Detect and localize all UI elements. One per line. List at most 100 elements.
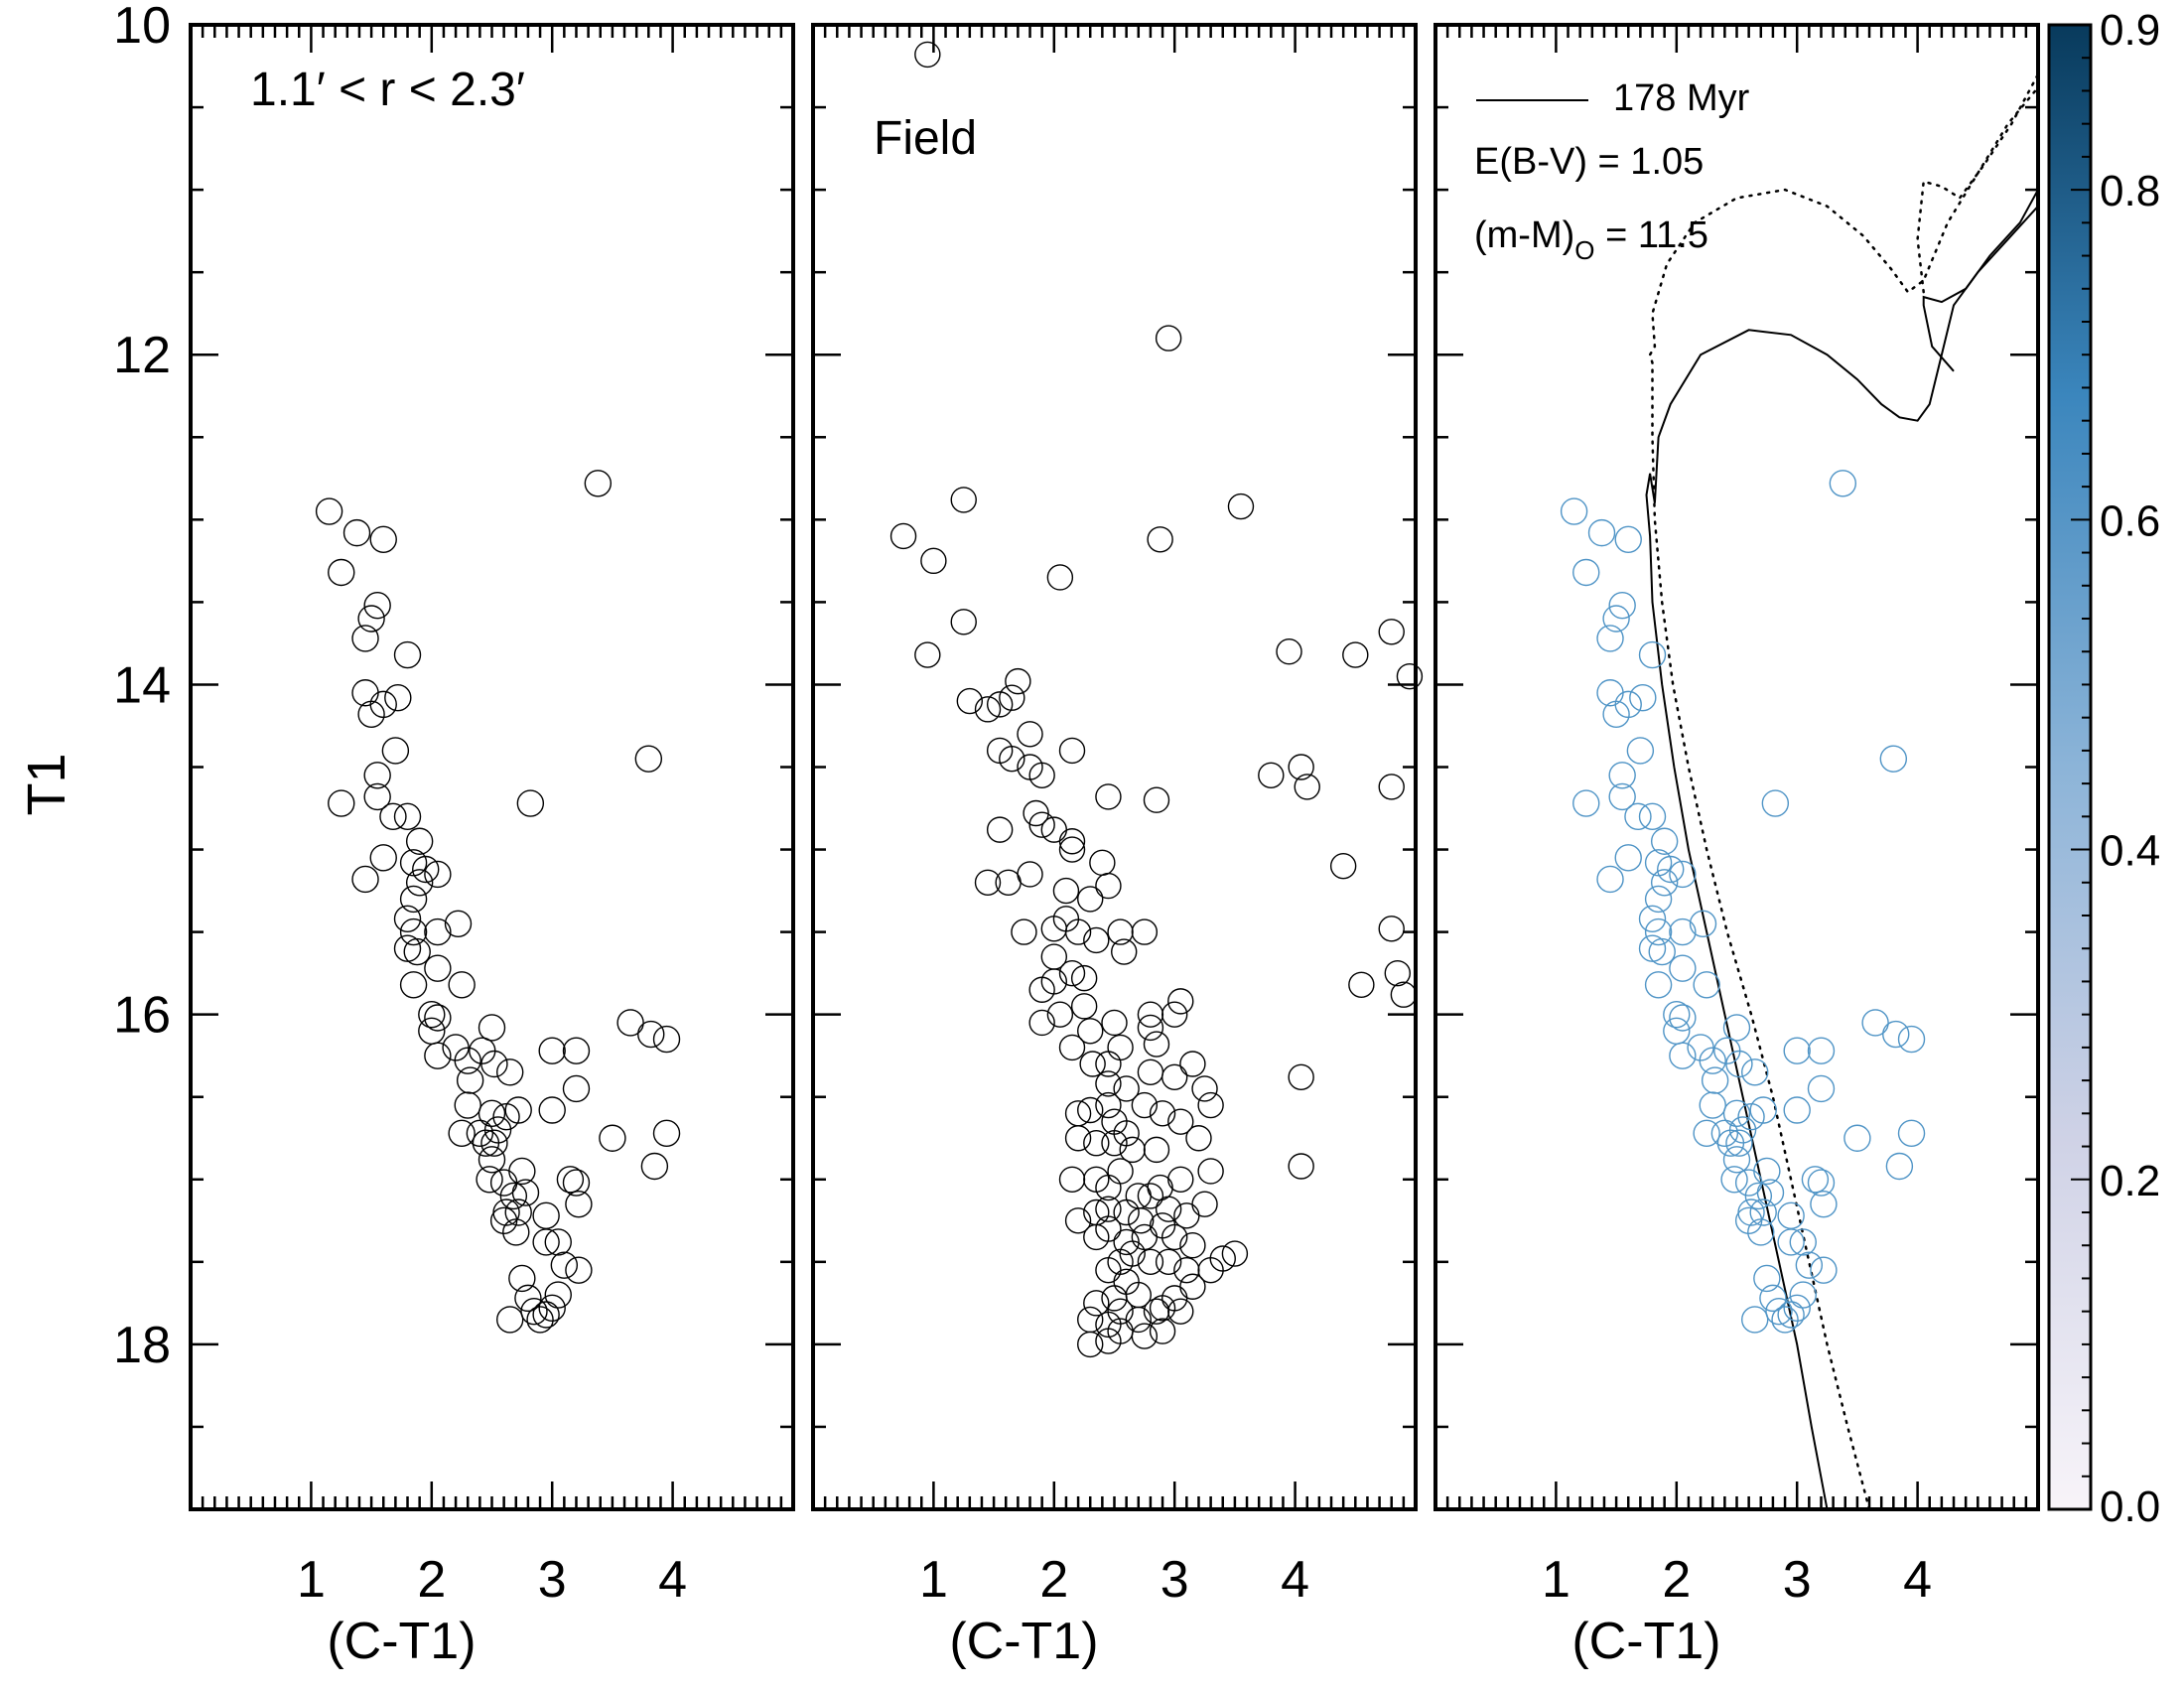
cluster-star-point-colored: [1759, 1284, 1787, 1313]
cluster-star-point: [538, 1037, 566, 1064]
field-star-point: [1378, 774, 1405, 800]
cluster-star-point: [562, 1074, 591, 1103]
field-star-point: [986, 816, 1014, 843]
cluster-star-point-colored: [1771, 1306, 1799, 1334]
cluster-star-point-colored: [1669, 1004, 1697, 1032]
field-star-point: [1131, 1223, 1159, 1251]
colorbar-tick-label: 0.6: [2100, 496, 2160, 545]
cluster-star-point-colored: [1650, 869, 1679, 897]
cluster-star-point-colored: [1737, 1102, 1765, 1131]
cluster-star-point-colored: [1587, 518, 1616, 547]
cluster-star-point-colored: [1710, 1119, 1739, 1147]
x-tick-label: 3: [1160, 1551, 1189, 1609]
cluster-star-point-colored: [1693, 971, 1720, 999]
cluster-star-point: [466, 1119, 494, 1147]
cluster-star-point: [412, 855, 440, 884]
field-star-point: [1191, 1191, 1218, 1217]
colorbar-tick-label: 0.0: [2100, 1482, 2160, 1531]
field-star-point: [1197, 1091, 1224, 1119]
field-star-point: [1179, 1273, 1206, 1300]
cluster-star-point: [424, 954, 452, 982]
panel-isochrone-frame: [1433, 23, 2040, 1511]
annotation-reddening: E(B-V) = 1.05: [1474, 141, 1704, 183]
field-star-point: [1046, 564, 1074, 591]
field-star-point: [1149, 1318, 1176, 1344]
cluster-star-point-colored: [1783, 1037, 1811, 1064]
cluster-star-point-colored: [1638, 640, 1667, 669]
cluster-star-point: [424, 1004, 452, 1032]
field-star-point: [1167, 988, 1194, 1015]
cluster-star-point: [504, 1096, 532, 1124]
field-star-point: [1113, 1075, 1140, 1102]
field-star-point: [1179, 1232, 1206, 1259]
isochrone-dotted-loop: [1916, 72, 2038, 294]
cluster-star-point-colored: [1650, 827, 1679, 855]
field-star-point: [1147, 526, 1173, 553]
field-star-point: [1058, 836, 1086, 863]
cluster-star-point-colored: [1722, 1146, 1751, 1174]
cluster-star-point: [478, 1014, 506, 1042]
field-star-point: [1040, 968, 1068, 995]
cluster-star-point-colored: [1725, 1129, 1753, 1157]
field-star-point: [1143, 1136, 1170, 1164]
cluster-star-point: [584, 470, 613, 497]
field-star-point: [1083, 926, 1110, 954]
cluster-star-point: [393, 934, 422, 962]
cluster-star-point: [399, 849, 428, 877]
x-axis-label: (C-T1): [1571, 1613, 1720, 1670]
cluster-star-point: [379, 802, 407, 831]
field-star-point: [1160, 1063, 1188, 1090]
colorbar-gradient: [2047, 23, 2093, 1511]
cluster-star-point-colored: [1669, 954, 1697, 982]
cluster-star-point-colored: [1608, 782, 1636, 811]
cluster-star-point: [544, 1281, 572, 1309]
cluster-star-point-colored: [1644, 885, 1673, 914]
cluster-star-point-colored: [1669, 1042, 1697, 1069]
field-star-point: [1119, 1240, 1146, 1267]
y-tick-label: 14: [113, 656, 171, 714]
field-star-point: [1137, 1183, 1164, 1209]
cluster-star-point: [511, 1179, 540, 1206]
field-star-point: [1095, 1051, 1122, 1077]
cluster-star-point: [652, 1119, 681, 1147]
cluster-star-point-colored: [1882, 1020, 1910, 1049]
cluster-star-point-colored: [1756, 1179, 1785, 1206]
field-star-point: [1077, 1331, 1104, 1358]
field-star-point: [950, 487, 977, 513]
cluster-star-point: [363, 782, 391, 811]
y-tick-label: 12: [113, 327, 171, 384]
cluster-star-point-colored: [1602, 605, 1630, 633]
cluster-star-point-colored: [1669, 917, 1697, 946]
cluster-star-point-colored: [1741, 1058, 1769, 1086]
field-star-point: [1058, 1166, 1086, 1193]
cluster-star-point: [496, 1306, 524, 1334]
field-star-point: [1137, 1058, 1164, 1086]
x-tick-label: 3: [1783, 1551, 1812, 1609]
colorbar-tick-label: 0.8: [2100, 167, 2160, 215]
cluster-star-point: [562, 1037, 591, 1064]
cluster-star-point: [454, 1091, 481, 1119]
cluster-star-point-colored: [1699, 1091, 1726, 1119]
cluster-star-point-colored: [1744, 1182, 1773, 1210]
x-axis-label: (C-T1): [327, 1613, 476, 1670]
field-star-point: [1095, 872, 1122, 900]
cluster-star-point: [599, 1124, 626, 1152]
field-star-point: [1028, 811, 1055, 838]
cluster-star-point-colored: [1879, 745, 1908, 773]
cluster-star-point-colored: [1807, 1169, 1836, 1197]
field-star-point: [956, 687, 984, 715]
cluster-star-point-colored: [1807, 1074, 1836, 1103]
panel-cluster-label: 1.1′ < r < 2.3′: [250, 64, 525, 116]
y-tick-label: 10: [113, 0, 171, 55]
field-star-point: [1137, 1014, 1164, 1042]
cluster-star-point-colored: [1669, 860, 1697, 889]
field-star-point: [1209, 1245, 1236, 1272]
cluster-star-point-colored: [1614, 844, 1642, 872]
field-star-point: [1137, 1248, 1164, 1276]
field-star-point: [1396, 662, 1424, 690]
cluster-star-point-colored: [1572, 558, 1600, 587]
cluster-star-point: [492, 1199, 520, 1226]
cluster-star-point: [472, 1129, 500, 1157]
legend-isochrone-age: 178 Myr: [1613, 77, 1750, 119]
field-star-point: [974, 696, 1002, 723]
